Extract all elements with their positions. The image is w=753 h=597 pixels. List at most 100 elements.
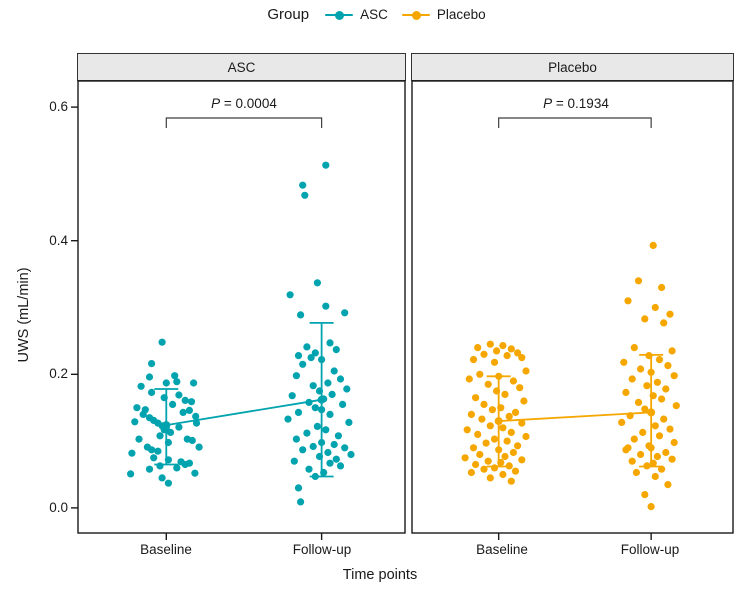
- data-point: [474, 344, 482, 352]
- data-point: [192, 412, 200, 420]
- errorbar: [486, 375, 511, 468]
- data-point: [139, 410, 147, 418]
- data-point: [499, 424, 507, 432]
- data-point: [467, 410, 475, 418]
- data-point: [322, 426, 330, 434]
- data-point: [169, 400, 177, 408]
- data-point: [156, 432, 164, 440]
- data-point: [299, 446, 307, 454]
- data-point: [509, 377, 517, 385]
- data-point: [634, 277, 643, 285]
- data-point: [290, 457, 298, 465]
- data-point: [299, 181, 307, 189]
- data-point: [516, 384, 524, 392]
- data-point: [511, 408, 520, 416]
- data-point: [324, 448, 332, 457]
- data-point: [150, 454, 158, 462]
- data-point: [127, 470, 135, 478]
- errorbar: [154, 388, 179, 466]
- data-point: [658, 283, 666, 292]
- data-point: [647, 503, 655, 511]
- data-point: [188, 436, 196, 445]
- data-point: [469, 444, 478, 452]
- data-point: [472, 394, 480, 402]
- x-axis-title: Time points: [342, 567, 418, 583]
- data-point: [670, 438, 678, 447]
- asc-point-line-icon: [325, 8, 354, 22]
- data-point: [651, 422, 659, 430]
- data-point: [166, 428, 175, 436]
- data-point: [311, 349, 319, 357]
- data-point: [297, 498, 305, 506]
- panel-border: [77, 80, 406, 534]
- legend-item-label: Placebo: [436, 7, 486, 22]
- data-point: [461, 454, 469, 462]
- data-point: [286, 291, 294, 299]
- data-point: [305, 465, 313, 473]
- data-point: [330, 367, 338, 375]
- significance-bracket: [165, 117, 323, 128]
- data-point: [630, 435, 638, 443]
- data-point: [655, 432, 664, 440]
- data-point: [501, 452, 509, 461]
- data-point: [133, 404, 141, 412]
- data-point: [301, 191, 309, 199]
- data-point: [463, 426, 471, 434]
- y-tick-label: 0.6: [49, 99, 68, 114]
- data-point: [336, 462, 345, 470]
- data-point: [482, 439, 490, 447]
- data-point: [668, 455, 676, 463]
- data-point: [343, 385, 351, 393]
- data-point: [326, 410, 334, 418]
- data-point: [476, 450, 484, 459]
- data-point: [131, 418, 139, 426]
- data-point: [175, 391, 183, 399]
- data-point: [643, 382, 651, 390]
- data-point: [347, 450, 355, 459]
- data-point: [518, 456, 526, 464]
- data-point: [658, 465, 666, 473]
- data-point: [655, 356, 664, 364]
- mean-point: [647, 408, 656, 417]
- data-point: [664, 362, 672, 370]
- data-point: [158, 338, 166, 346]
- data-point: [632, 468, 641, 477]
- data-point: [505, 412, 513, 420]
- data-point: [474, 430, 482, 438]
- data-point: [651, 303, 659, 312]
- data-point: [185, 406, 193, 414]
- data-point: [311, 404, 319, 412]
- data-point: [484, 380, 492, 388]
- data-point: [518, 354, 526, 362]
- y-tick-label: 0.0: [49, 500, 68, 515]
- data-point: [641, 491, 649, 499]
- data-point: [637, 365, 645, 373]
- data-point: [339, 400, 347, 408]
- data-point: [299, 360, 307, 368]
- data-point: [154, 447, 162, 455]
- data-point: [634, 398, 643, 406]
- data-point: [653, 378, 662, 386]
- data-point: [499, 470, 507, 479]
- data-point: [499, 342, 507, 350]
- data-point: [672, 402, 680, 410]
- data-point: [522, 367, 530, 375]
- data-point: [622, 388, 630, 396]
- legend-item-placebo: Placebo: [401, 7, 486, 22]
- data-point: [181, 460, 189, 469]
- data-point: [345, 418, 353, 426]
- data-point: [660, 415, 668, 423]
- facet-strip-label: ASC: [227, 59, 256, 75]
- data-point: [630, 344, 638, 352]
- data-point: [292, 372, 300, 380]
- data-point: [330, 440, 338, 449]
- errorbar: [639, 353, 664, 468]
- data-point: [484, 457, 492, 465]
- data-point: [488, 406, 496, 414]
- data-point: [666, 310, 674, 318]
- data-point: [137, 382, 145, 390]
- data-point: [326, 459, 334, 467]
- data-point: [171, 372, 179, 380]
- data-point: [309, 442, 317, 451]
- data-point: [618, 418, 626, 426]
